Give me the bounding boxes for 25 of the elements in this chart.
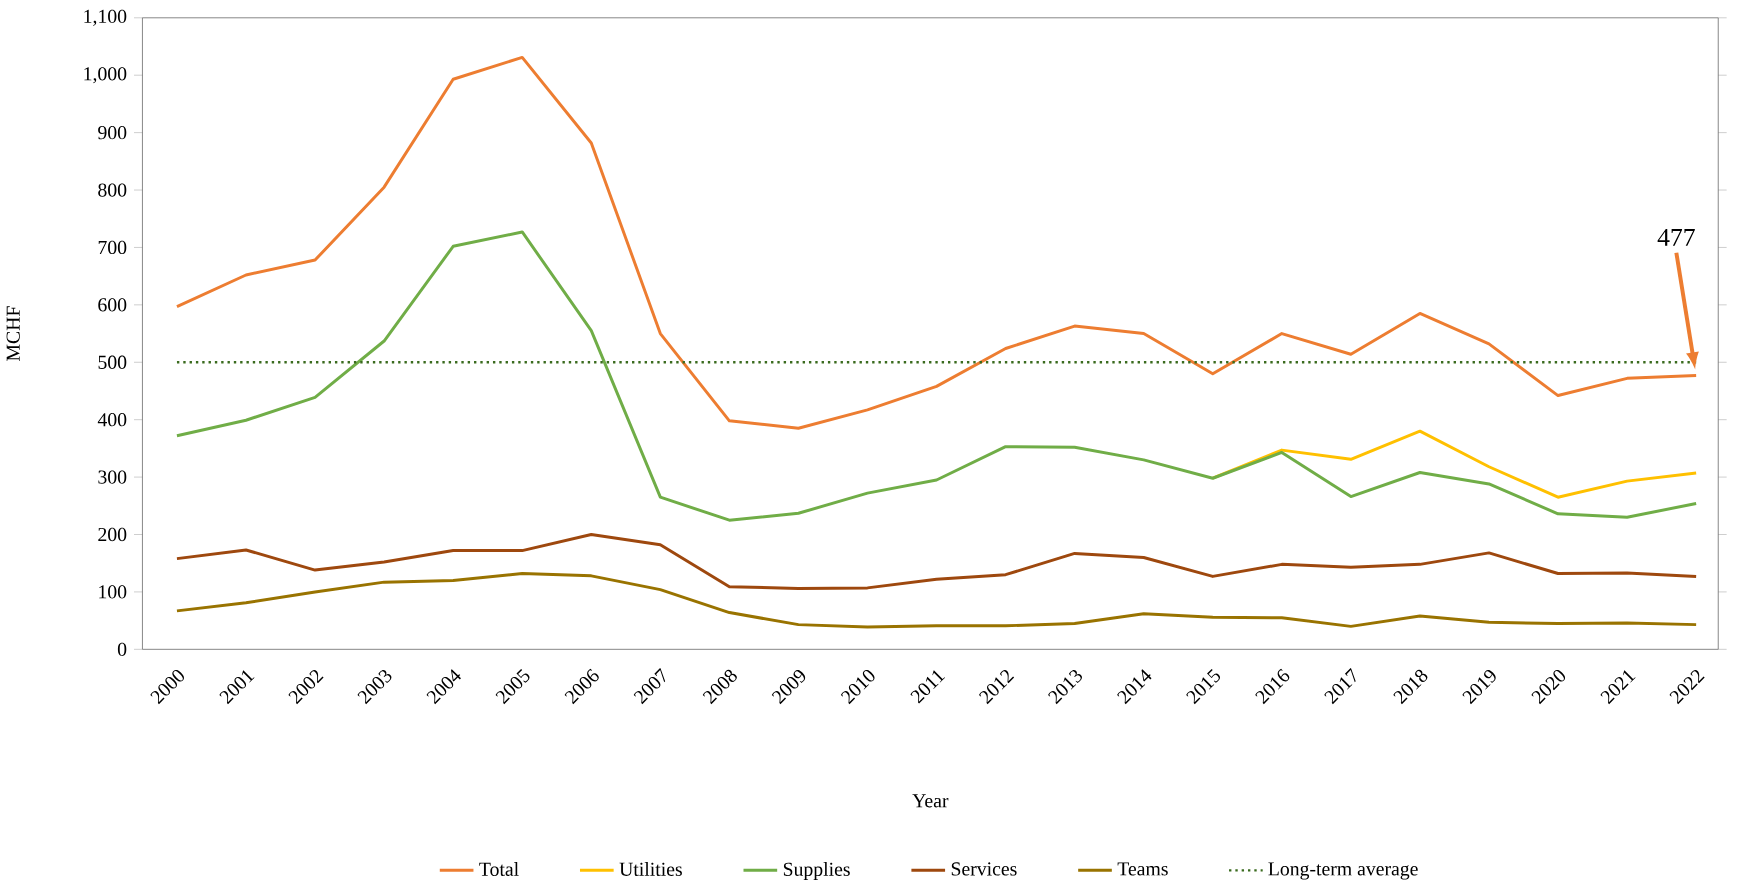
- x-axis-title: Year: [912, 794, 949, 808]
- y-tick-label: 200: [98, 528, 127, 542]
- line-series: [175, 572, 1698, 629]
- y-axis-title: MCHF: [6, 306, 20, 362]
- legend-label: Total: [479, 862, 519, 877]
- legend-label: Supplies: [783, 862, 850, 881]
- legend-label: Long-term average: [1268, 862, 1418, 880]
- legend-label: Services: [951, 862, 1017, 876]
- y-tick-label: 500: [98, 355, 127, 370]
- y-tick-label: 900: [98, 126, 127, 140]
- y-tick-label: 1,100: [84, 9, 127, 27]
- y-tick-label: 1,000: [84, 67, 127, 84]
- line-series: [175, 56, 1698, 430]
- legend-label: Utilities: [619, 862, 682, 877]
- y-tick-label: 800: [98, 183, 127, 197]
- y-tick-label: 0: [117, 642, 127, 657]
- annotation: 477: [1657, 229, 1695, 246]
- line-series: [175, 230, 1698, 522]
- y-tick-label: 400: [97, 413, 127, 427]
- y-tick-label: 100: [99, 585, 127, 599]
- y-tick-label: 300: [98, 470, 127, 484]
- y-tick-label: 700: [98, 241, 127, 255]
- legend-label: Teams: [1117, 862, 1168, 876]
- line-series: [175, 533, 1698, 591]
- y-tick-label: 600: [98, 298, 127, 312]
